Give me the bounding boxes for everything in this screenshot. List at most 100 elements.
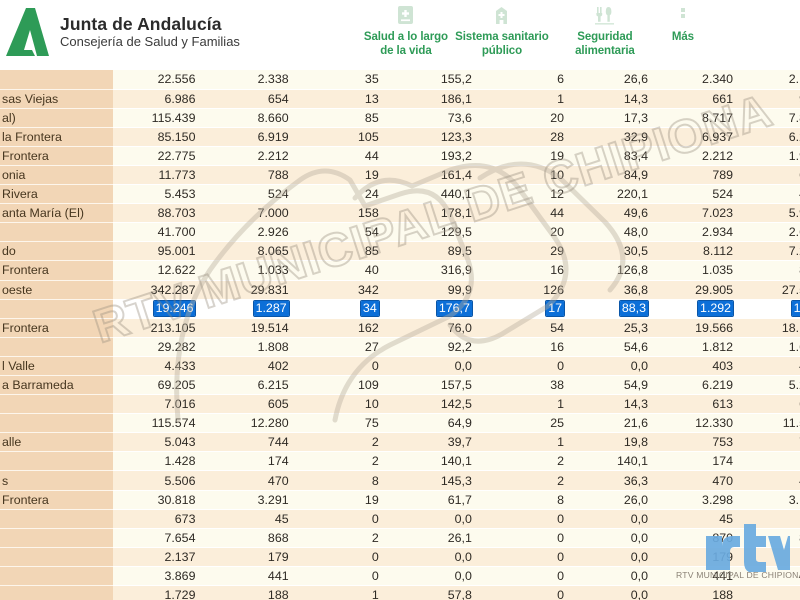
- data-cell[interactable]: 1.808: [201, 337, 295, 357]
- data-cell[interactable]: 0,0: [384, 547, 478, 567]
- data-cell[interactable]: 14,3: [569, 394, 655, 415]
- data-cell[interactable]: 0,0: [384, 356, 478, 377]
- data-cell[interactable]: 174: [201, 451, 295, 472]
- data-cell[interactable]: 8: [294, 470, 385, 491]
- data-cell[interactable]: 126,8: [569, 260, 655, 281]
- data-cell[interactable]: 73,6: [384, 108, 478, 128]
- municipality-name-cell[interactable]: do: [0, 241, 114, 262]
- data-cell[interactable]: 8: [739, 260, 800, 281]
- data-cell[interactable]: 29: [477, 241, 570, 262]
- municipality-name-cell[interactable]: al): [0, 108, 114, 128]
- data-cell[interactable]: 14,3: [569, 89, 655, 109]
- data-cell[interactable]: 29.831: [201, 280, 295, 300]
- data-cell[interactable]: 0: [477, 566, 570, 587]
- data-cell[interactable]: 61,7: [384, 490, 478, 510]
- data-cell[interactable]: 20: [477, 222, 570, 243]
- data-cell[interactable]: 1.6: [739, 337, 800, 357]
- data-cell[interactable]: 5.9: [739, 203, 800, 224]
- data-cell[interactable]: 41.700: [113, 222, 202, 243]
- data-cell[interactable]: 29.905: [654, 280, 740, 300]
- municipality-name-cell[interactable]: sas Viejas: [0, 89, 114, 109]
- data-cell[interactable]: 0: [294, 547, 385, 567]
- municipality-name-cell[interactable]: alle: [0, 432, 114, 453]
- data-cell[interactable]: 0,0: [569, 547, 655, 567]
- data-cell[interactable]: 2: [477, 451, 570, 472]
- municipality-name-cell[interactable]: [0, 509, 114, 529]
- data-cell[interactable]: 22.556: [113, 70, 202, 90]
- data-cell[interactable]: 188: [654, 585, 740, 600]
- data-cell[interactable]: 2.1: [739, 70, 800, 90]
- data-cell[interactable]: 155,2: [384, 70, 478, 90]
- data-cell[interactable]: 48,0: [569, 222, 655, 243]
- table-row[interactable]: Frontera 30.818 3.291 19 61,7 8 26,0 3.298 3.1: [0, 490, 800, 510]
- data-cell[interactable]: 140,1: [384, 451, 478, 472]
- data-cell[interactable]: 7.8: [739, 108, 800, 128]
- data-cell[interactable]: 0,0: [569, 356, 655, 377]
- data-cell[interactable]: 45: [201, 509, 295, 529]
- data-cell[interactable]: 49,6: [569, 203, 655, 224]
- table-row[interactable]: Frontera 22.775 2.212 44 193,2 19 83,4 2.212 1.9: [0, 146, 800, 166]
- data-table-viewport[interactable]: 22.556 2.338 35 155,2 6 26,6 2.340 2.1 sas Vieja…: [0, 70, 800, 600]
- data-cell[interactable]: 0: [294, 356, 385, 377]
- data-cell[interactable]: 54: [294, 222, 385, 243]
- data-cell[interactable]: 161,4: [384, 165, 478, 186]
- data-cell[interactable]: 6.986: [113, 89, 202, 109]
- data-cell[interactable]: 16: [477, 337, 570, 357]
- data-cell[interactable]: 162: [294, 318, 385, 338]
- data-cell[interactable]: 115.439: [113, 108, 202, 128]
- data-cell[interactable]: 673: [113, 509, 202, 529]
- data-cell[interactable]: 5.453: [113, 184, 202, 205]
- data-cell[interactable]: 441: [201, 566, 295, 587]
- data-cell[interactable]: 613: [654, 394, 740, 415]
- data-cell[interactable]: 32,9: [569, 127, 655, 147]
- data-cell[interactable]: 30.818: [113, 490, 202, 510]
- data-cell[interactable]: 0,0: [569, 566, 655, 587]
- table-row[interactable]: 41.700 2.926 54 129,5 20 48,0 2.934 2.6: [0, 222, 800, 243]
- data-cell[interactable]: 3.869: [113, 566, 202, 587]
- data-cell[interactable]: 524: [201, 184, 295, 205]
- data-cell[interactable]: 145,3: [384, 470, 478, 491]
- data-cell[interactable]: 157,5: [384, 375, 478, 396]
- municipality-name-cell[interactable]: [0, 451, 114, 472]
- data-cell[interactable]: 0: [294, 566, 385, 587]
- table-row[interactable]: onia 11.773 788 19 161,4 10 84,9 789 6: [0, 165, 800, 186]
- data-cell[interactable]: 29.282: [113, 337, 202, 357]
- data-cell[interactable]: 16: [477, 260, 570, 281]
- data-cell[interactable]: 39,7: [384, 432, 478, 453]
- data-cell[interactable]: 95.001: [113, 241, 202, 262]
- data-cell[interactable]: 1: [477, 432, 570, 453]
- data-cell[interactable]: 7: [739, 432, 800, 453]
- data-cell[interactable]: 44: [294, 146, 385, 166]
- data-cell[interactable]: 85.150: [113, 127, 202, 147]
- data-cell[interactable]: 4: [739, 566, 800, 587]
- data-cell[interactable]: 4.433: [113, 356, 202, 377]
- data-cell[interactable]: 8: [477, 490, 570, 510]
- data-cell[interactable]: 34: [294, 299, 385, 319]
- municipality-name-cell[interactable]: oeste: [0, 280, 114, 300]
- data-cell[interactable]: 26,0: [569, 490, 655, 510]
- data-cell[interactable]: 17: [477, 299, 570, 319]
- municipality-name-cell[interactable]: Frontera: [0, 318, 114, 338]
- data-cell[interactable]: 1.033: [201, 260, 295, 281]
- data-cell[interactable]: 92,2: [384, 337, 478, 357]
- data-cell[interactable]: 8.065: [201, 241, 295, 262]
- data-cell[interactable]: 5.2: [739, 375, 800, 396]
- data-cell[interactable]: 24: [294, 184, 385, 205]
- data-cell[interactable]: 44: [477, 203, 570, 224]
- data-cell[interactable]: 1.: [739, 299, 800, 319]
- data-cell[interactable]: 12: [477, 184, 570, 205]
- data-cell[interactable]: 13: [294, 89, 385, 109]
- data-cell[interactable]: 220,1: [569, 184, 655, 205]
- municipality-name-cell[interactable]: [0, 566, 114, 587]
- municipality-name-cell[interactable]: Rivera: [0, 184, 114, 205]
- nav-item-sistema-sanitario[interactable]: Sistema sanitario público: [454, 4, 550, 58]
- data-cell[interactable]: 1.287: [201, 299, 295, 319]
- data-cell[interactable]: 26,6: [569, 70, 655, 90]
- table-row[interactable]: la Frontera 85.150 6.919 105 123,3 28 32,9 6.93…: [0, 127, 800, 147]
- table-row[interactable]: 3.869 441 0 0,0 0 0,0 441 4: [0, 566, 800, 587]
- data-cell[interactable]: 36,3: [569, 470, 655, 491]
- table-row[interactable]: 29.282 1.808 27 92,2 16 54,6 1.812 1.6: [0, 337, 800, 357]
- municipality-name-cell[interactable]: [0, 585, 114, 600]
- data-cell[interactable]: 3.1: [739, 490, 800, 510]
- data-cell[interactable]: 35: [294, 70, 385, 90]
